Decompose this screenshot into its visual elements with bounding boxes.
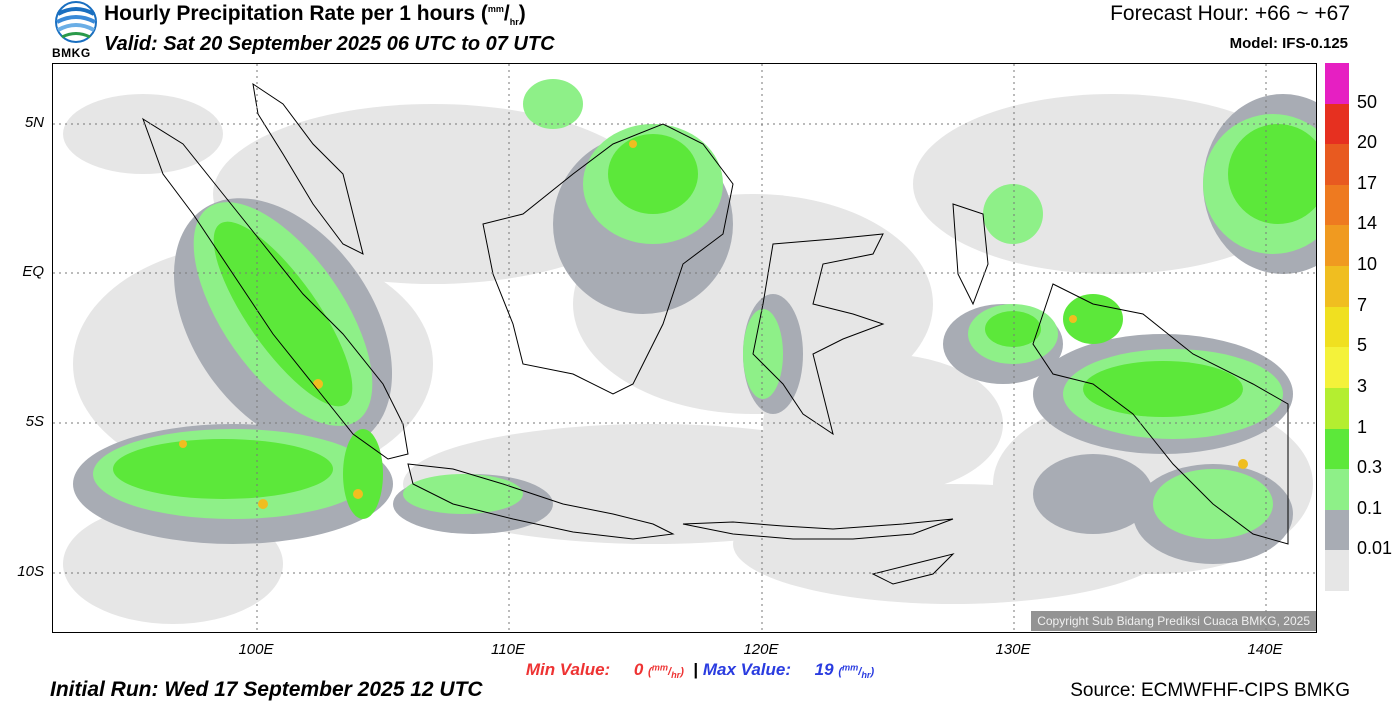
colorbar-segment: [1325, 469, 1349, 511]
malaya-outline: [252, 82, 364, 255]
colorbar-label: 20: [1357, 132, 1378, 153]
colorbar-segment: [1325, 103, 1349, 145]
colorbar-segment: [1325, 550, 1349, 592]
nusa-tenggara-outline: [682, 518, 954, 540]
java-outline: [407, 463, 675, 540]
max-unit: (mm/hr): [838, 662, 875, 681]
colorbar-label: 17: [1357, 172, 1378, 193]
min-max-values: Min Value: 0 (mm/hr) | Max Value: 19 (mm…: [0, 660, 1400, 680]
chart-title: Hourly Precipitation Rate per 1 hours (m…: [104, 2, 526, 28]
colorbar-segment: [1325, 184, 1349, 226]
colorbar-label: 50: [1357, 91, 1378, 112]
colorbar-label: 0.3: [1357, 457, 1383, 478]
coastlines: [142, 82, 1289, 585]
borneo-outline: [482, 123, 734, 395]
max-unit-num: mm: [841, 662, 859, 673]
colorbar-label: 0.1: [1357, 497, 1383, 518]
forecast-hour: Forecast Hour: +66 ~ +67: [1110, 2, 1350, 25]
precipitation-map: [52, 63, 1317, 633]
title-close: ): [518, 2, 526, 25]
separator: |: [693, 660, 699, 679]
sumatra-outline: [142, 117, 409, 460]
map-canvas: [53, 64, 1316, 632]
colorbar-segment: [1325, 266, 1349, 308]
graticule: [53, 64, 1316, 632]
colorbar-label: 5: [1357, 335, 1368, 356]
lon-label-130e: 130E: [995, 641, 1031, 658]
colorbar-label: 1: [1357, 416, 1368, 437]
lon-label-120e: 120E: [743, 641, 779, 658]
lon-label-110e: 110E: [491, 641, 525, 658]
colorbar-segment: [1325, 347, 1349, 389]
lon-label-140e: 140E: [1247, 641, 1283, 658]
lat-label-5n: 5N: [24, 114, 44, 131]
papua-outline: [1032, 283, 1289, 545]
colorbar-segment: [1325, 306, 1349, 348]
valid-time: Valid: Sat 20 September 2025 06 UTC to 0…: [104, 33, 555, 55]
colorbar-segment: [1325, 225, 1349, 267]
lat-label-eq: EQ: [22, 263, 44, 280]
title-unit-den: hr: [509, 17, 519, 28]
bmkg-logo: [52, 0, 100, 60]
max-value: 19: [814, 660, 834, 679]
bmkg-logo-text: BMKG: [52, 46, 91, 60]
lon-label-100e: 100E: [238, 641, 274, 658]
colorbar-label: 3: [1357, 375, 1368, 396]
colorbar-segment: [1325, 144, 1349, 186]
data-source: Source: ECMWFHF-CIPS BMKG: [1070, 680, 1350, 701]
max-value-label: Max Value:: [702, 660, 792, 679]
initial-run: Initial Run: Wed 17 September 2025 12 UT…: [50, 678, 483, 701]
colorbar-segment: [1325, 63, 1349, 104]
colorbar-label: 14: [1357, 213, 1378, 234]
bmkg-logo-icon: [55, 1, 97, 43]
colorbar-label: 10: [1357, 254, 1378, 275]
min-value: 0: [633, 660, 644, 679]
colorbar-segment: [1325, 387, 1349, 429]
timor-outline: [871, 553, 955, 585]
colorbar-label: 0.01: [1357, 538, 1393, 559]
colorbar-label: 7: [1357, 294, 1368, 315]
min-value-label: Min Value:: [525, 660, 611, 679]
model-name: Model: IFS-0.125: [1229, 35, 1348, 52]
green-rain-fields: [113, 124, 1316, 519]
heavy-rain-spots: [179, 140, 1248, 509]
colorbar-segment: [1325, 509, 1349, 551]
min-unit: (mm/hr): [648, 662, 684, 681]
colorbar: [1325, 63, 1349, 592]
sulawesi-outline: [752, 233, 885, 436]
colorbar-segment: [1325, 428, 1349, 470]
lat-label-5s: 5S: [25, 413, 44, 430]
min-unit-den: hr: [671, 670, 681, 681]
maluku-outline: [952, 203, 989, 306]
max-unit-den: hr: [861, 670, 871, 681]
title-text: Hourly Precipitation Rate per 1 hours (: [104, 2, 488, 25]
title-unit-num: mm: [487, 4, 504, 14]
lat-label-10s: 10S: [17, 563, 44, 580]
min-unit-num: mm: [651, 662, 668, 673]
copyright-notice: Copyright Sub Bidang Prediksi Cuaca BMKG…: [1031, 611, 1316, 631]
